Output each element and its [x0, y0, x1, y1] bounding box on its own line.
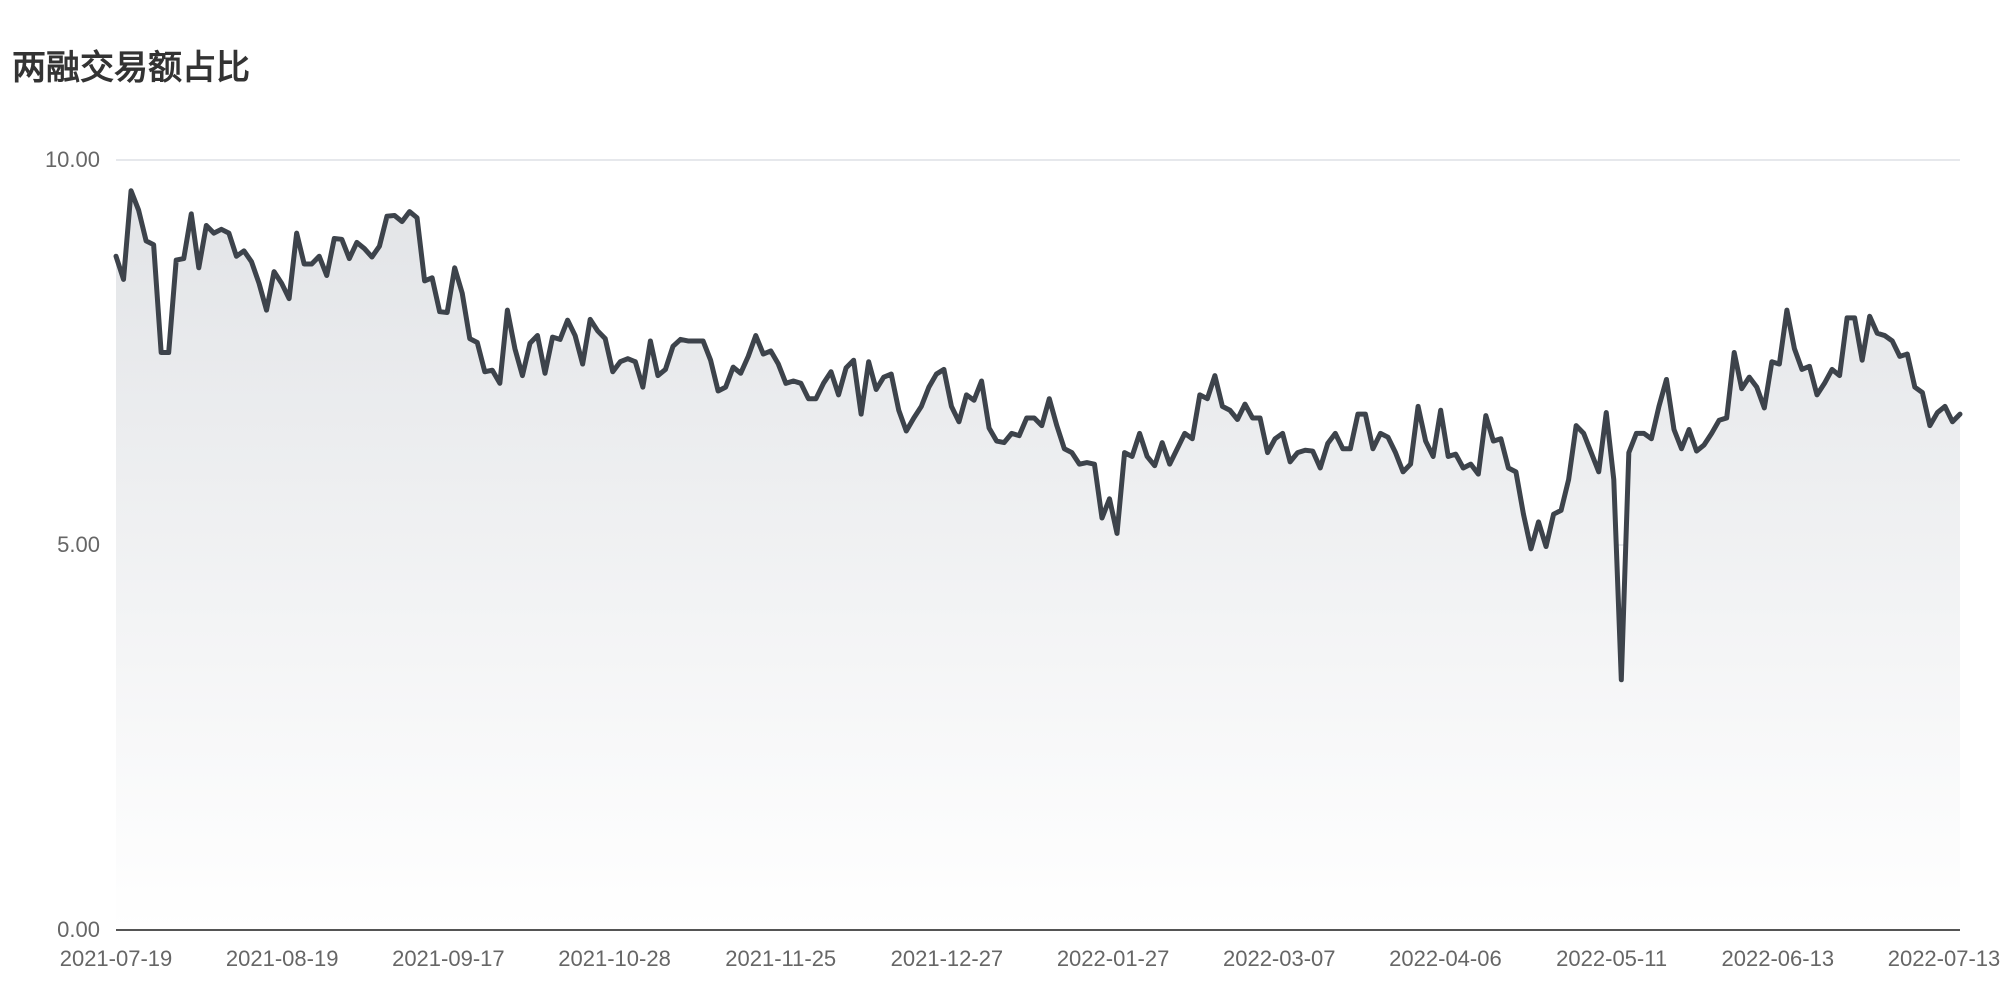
x-tick-label: 2022-05-11 — [1556, 946, 1667, 971]
x-tick-label: 2022-07-13 — [1888, 946, 2000, 971]
x-tick-label: 2021-10-28 — [558, 946, 671, 971]
y-tick-label: 10.00 — [45, 147, 100, 172]
x-tick-label: 2021-11-25 — [725, 946, 836, 971]
series-area — [116, 190, 1960, 931]
series-line — [113, 188, 1963, 683]
x-tick-label: 2021-08-19 — [226, 946, 339, 971]
y-tick-label: 5.00 — [57, 532, 100, 557]
x-tick-label: 2021-09-17 — [392, 946, 505, 971]
x-tick-label: 2021-07-19 — [60, 946, 173, 971]
y-axis-ticks: 0.00 5.00 10.00 — [45, 147, 100, 942]
y-tick-label: 0.00 — [57, 917, 100, 942]
x-tick-label: 2022-03-07 — [1223, 946, 1336, 971]
series-line-group — [113, 188, 1963, 683]
chart-title: 两融交易额占比 — [12, 48, 250, 88]
x-tick-label: 2022-04-06 — [1389, 946, 1502, 971]
x-axis-ticks: 2021-07-19 2021-08-19 2021-09-17 2021-10-28… — [60, 946, 2000, 971]
x-tick-label: 2022-06-13 — [1722, 946, 1835, 971]
area-fill-group — [116, 190, 1960, 931]
x-tick-label: 2021-12-27 — [891, 946, 1004, 971]
x-tick-label: 2022-01-27 — [1057, 946, 1170, 971]
